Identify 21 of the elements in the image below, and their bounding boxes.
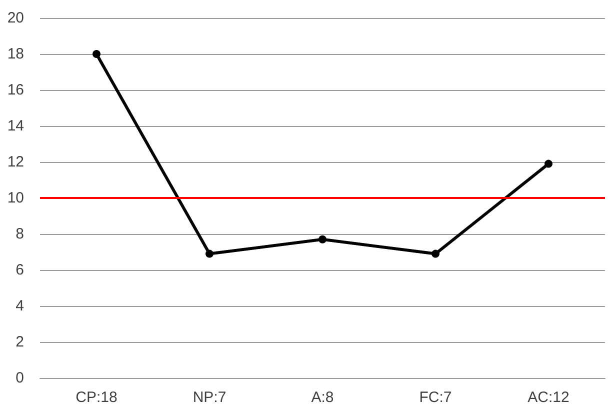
y-tick-label: 18 — [7, 46, 24, 62]
y-tick-label: 0 — [16, 370, 24, 386]
point — [206, 250, 214, 258]
y-tick-label: 20 — [7, 10, 24, 26]
y-tick-label: 12 — [7, 154, 24, 170]
y-tick-label: 14 — [7, 118, 24, 134]
y-tick-label: 16 — [7, 82, 24, 98]
x-tick-label: CP:18 — [76, 389, 118, 406]
point — [432, 250, 440, 258]
y-tick-label: 4 — [16, 298, 24, 314]
x-tick-label: AC:12 — [528, 389, 570, 406]
x-tick-label: NP:7 — [192, 389, 226, 406]
x-tick-label: A:8 — [311, 389, 334, 406]
point — [318, 235, 326, 244]
y-tick-label: 10 — [7, 190, 24, 206]
y-tick-label: 6 — [16, 262, 24, 278]
y-tick-label: 2 — [16, 334, 24, 350]
y-tick-label: 8 — [16, 226, 24, 242]
x-tick-label: FC:7 — [419, 389, 452, 406]
point — [544, 160, 552, 168]
point — [92, 50, 100, 58]
